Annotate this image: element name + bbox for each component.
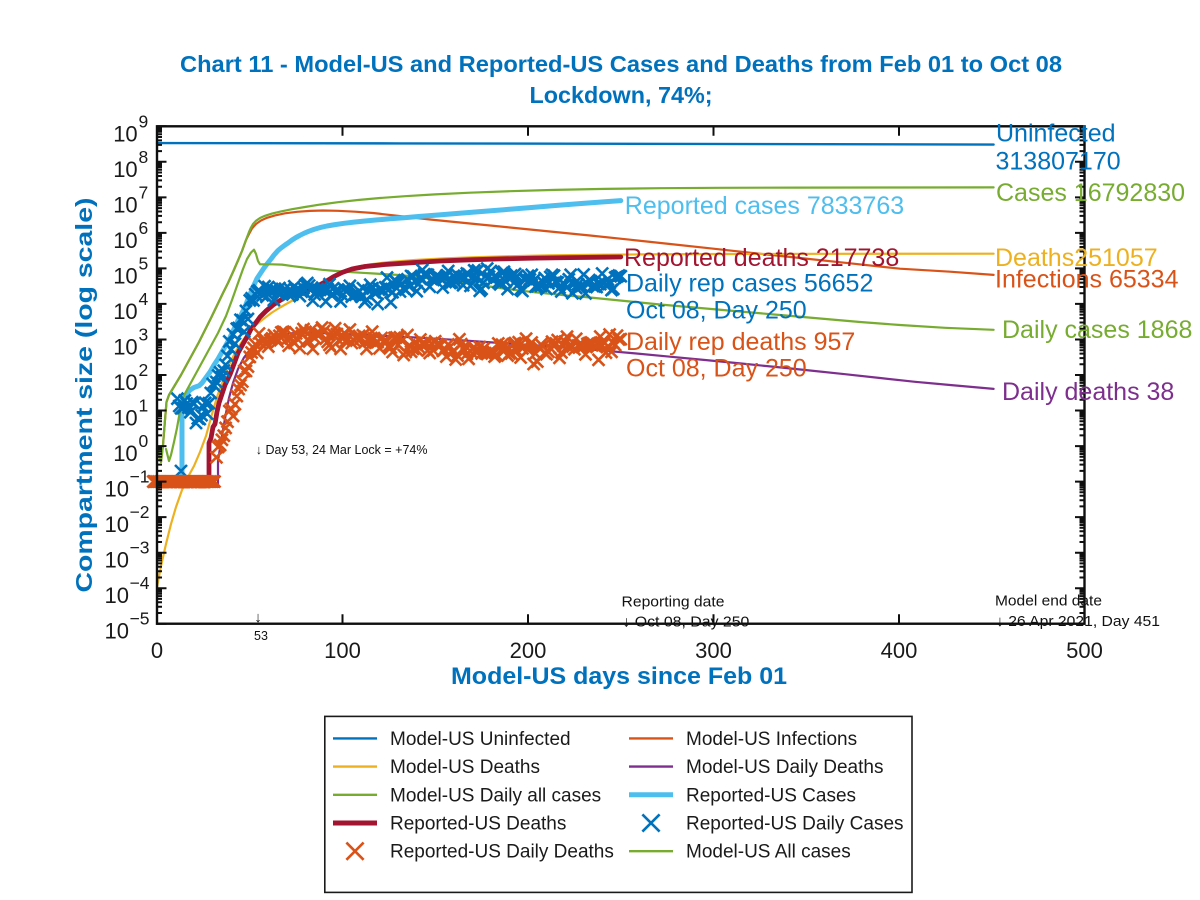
svg-text:8: 8 xyxy=(139,147,149,167)
svg-text:400: 400 xyxy=(881,638,918,663)
svg-text:Model end date: Model end date xyxy=(995,593,1102,610)
svg-text:−5: −5 xyxy=(130,609,150,629)
svg-text:9: 9 xyxy=(139,111,149,131)
svg-text:10: 10 xyxy=(113,263,137,288)
svg-text:10: 10 xyxy=(105,619,129,644)
svg-text:10: 10 xyxy=(113,157,137,182)
svg-text:313807170: 313807170 xyxy=(996,148,1121,176)
svg-text:Model-US Deaths: Model-US Deaths xyxy=(390,757,540,778)
svg-text:↓ 26 Apr 2021, Day 451: ↓ 26 Apr 2021, Day 451 xyxy=(996,613,1160,630)
svg-text:3: 3 xyxy=(139,325,149,345)
svg-text:10: 10 xyxy=(105,512,129,537)
svg-text:10: 10 xyxy=(113,228,137,253)
svg-text:10: 10 xyxy=(113,299,137,324)
svg-text:Model-US days since Feb 01: Model-US days since Feb 01 xyxy=(451,663,787,690)
svg-text:Chart 11 - Model-US and Report: Chart 11 - Model-US and Reported-US Case… xyxy=(180,51,1062,77)
svg-text:Model-US All cases: Model-US All cases xyxy=(686,842,851,863)
svg-text:10: 10 xyxy=(113,441,137,466)
svg-text:Oct 08, Day 250: Oct 08, Day 250 xyxy=(626,297,807,325)
svg-text:10: 10 xyxy=(113,335,137,360)
svg-text:6: 6 xyxy=(139,218,149,238)
svg-text:↓: ↓ xyxy=(254,610,261,626)
svg-text:200: 200 xyxy=(510,638,547,663)
svg-text:−1: −1 xyxy=(130,467,150,487)
svg-text:Daily deaths 38: Daily deaths 38 xyxy=(1002,378,1174,406)
svg-text:Reported-US Deaths: Reported-US Deaths xyxy=(390,814,566,835)
svg-text:Reporting date: Reporting date xyxy=(622,594,725,611)
svg-text:0: 0 xyxy=(151,638,163,663)
svg-text:Model-US Uninfected: Model-US Uninfected xyxy=(390,729,571,750)
svg-text:↓ Day 53, 24 Mar Lock = +74%: ↓ Day 53, 24 Mar Lock = +74% xyxy=(256,442,428,457)
svg-text:300: 300 xyxy=(695,638,732,663)
svg-text:7: 7 xyxy=(139,182,149,202)
svg-text:500: 500 xyxy=(1066,638,1103,663)
svg-text:10: 10 xyxy=(105,548,129,573)
svg-text:Cases 16792830: Cases 16792830 xyxy=(996,179,1185,207)
svg-text:−3: −3 xyxy=(130,538,150,558)
svg-text:Oct 08, Day 250: Oct 08, Day 250 xyxy=(626,355,807,383)
svg-text:Uninfected: Uninfected xyxy=(996,120,1116,148)
svg-text:10: 10 xyxy=(113,406,137,431)
svg-text:Lockdown, 74%;: Lockdown, 74%; xyxy=(530,82,713,108)
svg-text:Reported deaths 217738: Reported deaths 217738 xyxy=(624,244,899,272)
svg-text:2: 2 xyxy=(139,360,149,380)
svg-text:4: 4 xyxy=(139,289,149,309)
svg-text:↓ Oct 08, Day 250: ↓ Oct 08, Day 250 xyxy=(622,614,749,631)
svg-text:Reported cases 7833763: Reported cases 7833763 xyxy=(625,192,904,220)
svg-text:−2: −2 xyxy=(130,502,150,522)
svg-text:Daily rep cases 56652: Daily rep cases 56652 xyxy=(626,270,873,298)
svg-text:10: 10 xyxy=(113,192,137,217)
svg-text:10: 10 xyxy=(113,121,137,146)
svg-text:Infections 65334: Infections 65334 xyxy=(995,266,1179,294)
svg-text:Compartment size (log scale): Compartment size (log scale) xyxy=(71,198,97,593)
svg-text:10: 10 xyxy=(105,583,129,608)
svg-text:Reported-US Cases: Reported-US Cases xyxy=(686,785,856,806)
svg-text:100: 100 xyxy=(324,638,361,663)
svg-text:Reported-US Daily Cases: Reported-US Daily Cases xyxy=(686,814,904,835)
svg-text:1: 1 xyxy=(139,396,149,416)
svg-text:Daily cases 1868: Daily cases 1868 xyxy=(1002,316,1192,344)
svg-text:0: 0 xyxy=(139,431,149,451)
svg-text:Daily rep deaths 957: Daily rep deaths 957 xyxy=(626,328,855,356)
svg-text:Reported-US Daily Deaths: Reported-US Daily Deaths xyxy=(390,842,614,863)
svg-text:Model-US Daily all cases: Model-US Daily all cases xyxy=(390,785,601,806)
svg-text:−4: −4 xyxy=(130,573,150,593)
svg-text:10: 10 xyxy=(105,477,129,502)
svg-text:10: 10 xyxy=(113,370,137,395)
svg-text:5: 5 xyxy=(139,253,149,273)
svg-text:Model-US Infections: Model-US Infections xyxy=(686,729,857,750)
svg-text:53: 53 xyxy=(254,629,268,643)
svg-text:Deaths251057: Deaths251057 xyxy=(995,244,1158,272)
svg-text:Model-US Daily Deaths: Model-US Daily Deaths xyxy=(686,757,883,778)
